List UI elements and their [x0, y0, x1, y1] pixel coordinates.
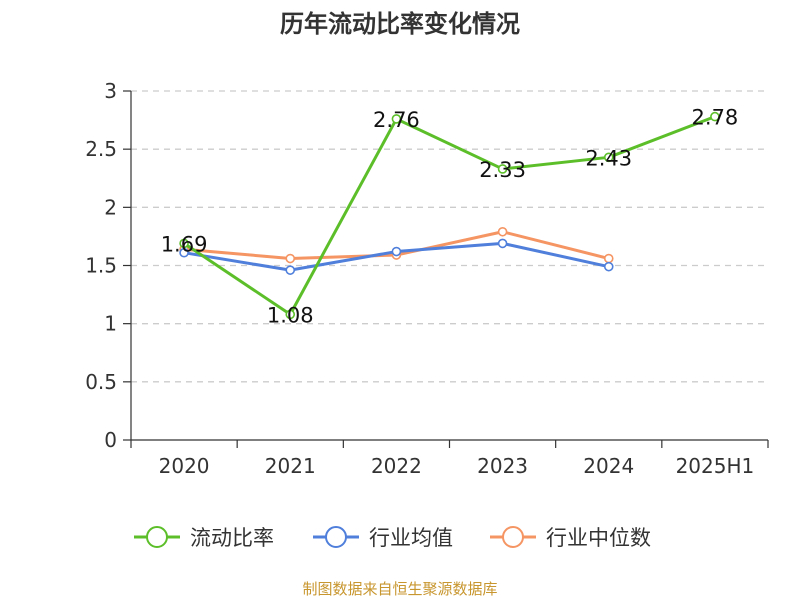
- legend-label-行业中位数: 行业中位数: [546, 526, 651, 550]
- point-流动比率-2024: [603, 152, 614, 163]
- legend[interactable]: 流动比率 行业均值 行业中位数: [134, 526, 651, 550]
- x-tick-label-2021: 2021: [265, 454, 316, 478]
- point-行业均值-2024: [603, 261, 614, 272]
- data-label-2020: 1.69: [161, 232, 208, 256]
- y-tick-label-1.5: 1.5: [85, 254, 117, 278]
- series-lines: [179, 111, 720, 320]
- point-流动比率-2021: [285, 309, 296, 320]
- legend-item-行业中位数[interactable]: 行业中位数: [490, 526, 651, 550]
- point-流动比率-2022: [391, 114, 402, 124]
- legend-item-流动比率[interactable]: 流动比率: [134, 526, 274, 550]
- point-流动比率-2023: [497, 164, 508, 174]
- point-行业中位数-2023: [497, 226, 508, 237]
- x-tick-label-2020: 2020: [159, 454, 210, 478]
- point-流动比率-2025H1: [710, 111, 720, 122]
- legend-marker-行业均值: [325, 526, 347, 548]
- point-流动比率-2020: [179, 238, 189, 249]
- point-行业均值-2020: [179, 247, 189, 258]
- legend-label-流动比率: 流动比率: [190, 526, 274, 550]
- legend-label-行业均值: 行业均值: [369, 526, 453, 550]
- data-label-2022: 2.76: [373, 108, 420, 132]
- y-tick-label-0.5: 0.5: [85, 370, 117, 394]
- source-note: 制图数据来自恒生聚源数据库: [302, 580, 497, 598]
- x-tick-label-2023: 2023: [477, 454, 528, 478]
- legend-item-行业均值[interactable]: 行业均值: [313, 526, 453, 550]
- legend-marker-行业中位数: [502, 526, 524, 548]
- x-tick-label-2022: 2022: [371, 454, 422, 478]
- y-tick-label-3: 3: [104, 79, 117, 103]
- point-行业均值-2021: [285, 265, 296, 275]
- y-tick-label-2: 2: [104, 195, 117, 219]
- chart-title: 历年流动比率变化情况: [280, 10, 520, 38]
- x-tick-label-2024: 2024: [583, 454, 634, 478]
- data-label-2024: 2.43: [585, 146, 632, 170]
- data-label-2021: 1.08: [267, 303, 314, 327]
- data-label-2023: 2.33: [479, 158, 526, 182]
- point-行业均值-2022: [391, 246, 402, 257]
- data-labels: 1.69 1.08 2.76 2.33 2.43 2.78: [161, 106, 739, 328]
- y-tick-label-1: 1: [104, 312, 117, 336]
- point-行业中位数-2024: [603, 253, 614, 264]
- series-line-流动比率: [183, 115, 716, 316]
- y-tick-label-0: 0: [104, 428, 117, 452]
- point-行业中位数-2021: [285, 253, 296, 264]
- data-label-2025H1: 2.78: [692, 106, 739, 130]
- point-行业均值-2023: [497, 238, 508, 249]
- axes: 0 0.5 1 1.5 2 2.5 3 2020 2021 2022 2023 2024 2025H1: [85, 79, 769, 478]
- grid-lines: [131, 90, 768, 383]
- y-tick-label-2.5: 2.5: [85, 137, 117, 161]
- legend-marker-流动比率: [146, 526, 168, 548]
- x-tick-label-2025H1: 2025H1: [676, 454, 755, 478]
